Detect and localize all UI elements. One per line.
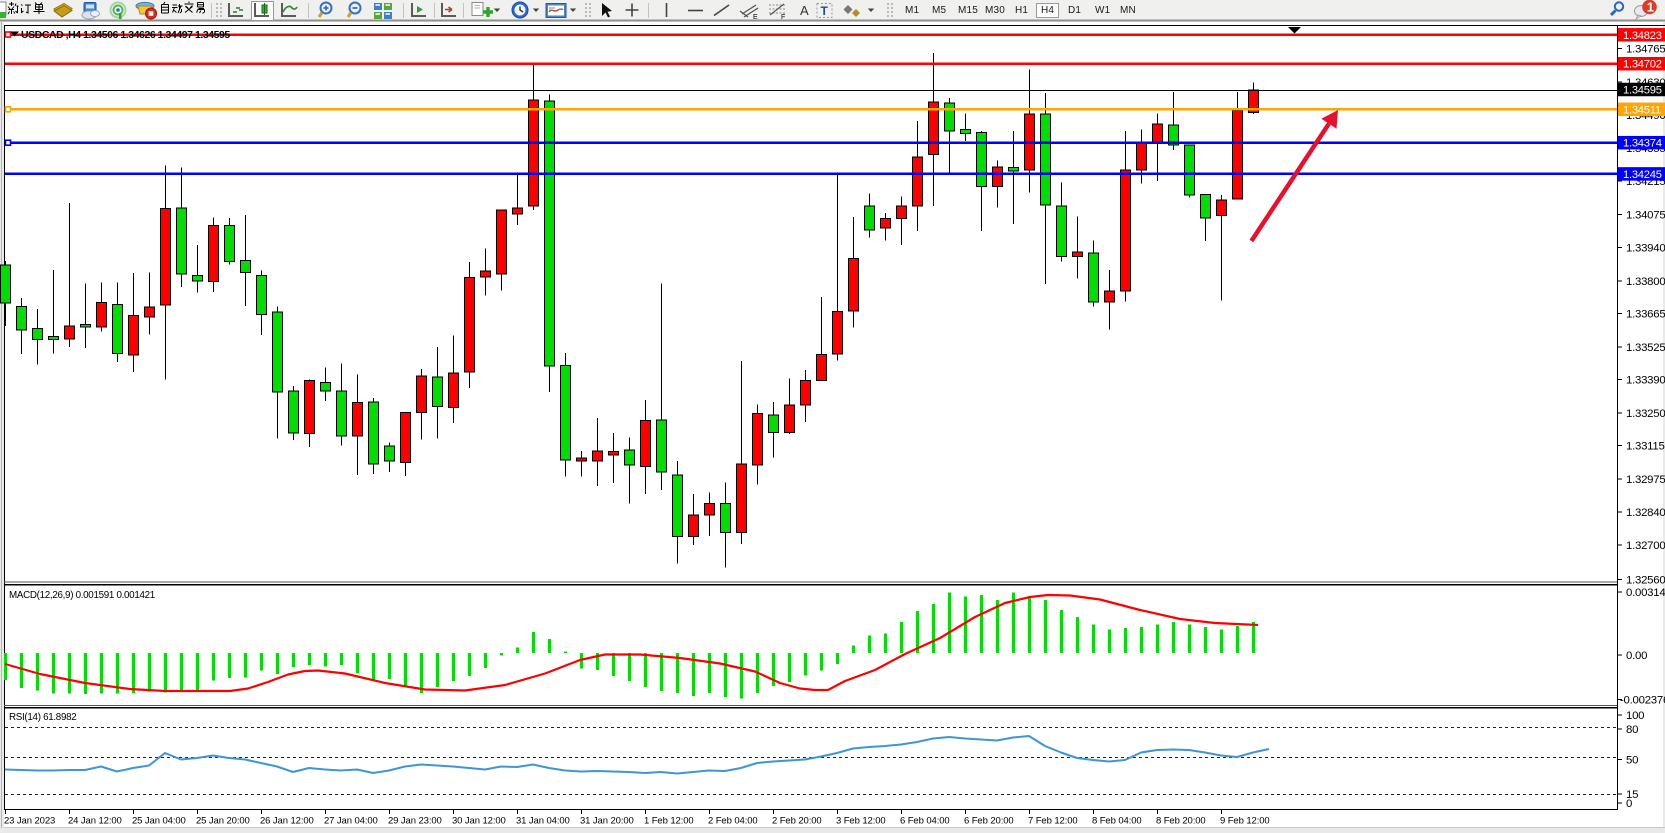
- svg-text:30 Jan 12:00: 30 Jan 12:00: [452, 816, 506, 827]
- svg-text:USDCAD ,H4 1.34506 1.34626 1.: USDCAD ,H4 1.34506 1.34626 1.34497 1.345…: [21, 29, 230, 41]
- svg-text:1.33250: 1.33250: [1626, 408, 1665, 420]
- svg-text:1.34765: 1.34765: [1626, 44, 1665, 56]
- svg-text:1.34823: 1.34823: [1623, 30, 1662, 42]
- svg-text:29 Jan 23:00: 29 Jan 23:00: [388, 816, 442, 827]
- svg-text:1.33115: 1.33115: [1626, 441, 1665, 453]
- svg-text:1.33665: 1.33665: [1626, 309, 1665, 321]
- svg-text:0: 0: [1626, 798, 1632, 810]
- svg-text:1.34245: 1.34245: [1623, 169, 1662, 181]
- svg-text:1.32975: 1.32975: [1626, 474, 1665, 486]
- svg-text:23 Jan 2023: 23 Jan 2023: [4, 816, 55, 827]
- svg-text:A: A: [800, 3, 809, 18]
- svg-text:2 Feb 20:00: 2 Feb 20:00: [772, 816, 822, 827]
- svg-text:25 Jan 20:00: 25 Jan 20:00: [196, 816, 250, 827]
- svg-text:-0.002376: -0.002376: [1620, 695, 1665, 707]
- svg-text:100: 100: [1626, 710, 1644, 722]
- svg-text:T: T: [821, 4, 829, 18]
- svg-text:1.34075: 1.34075: [1626, 210, 1665, 222]
- svg-text:7 Feb 12:00: 7 Feb 12:00: [1028, 816, 1078, 827]
- svg-text:1.33525: 1.33525: [1626, 342, 1665, 354]
- svg-text:8 Feb 04:00: 8 Feb 04:00: [1092, 816, 1142, 827]
- svg-text:F: F: [781, 14, 785, 21]
- svg-text:31 Jan 20:00: 31 Jan 20:00: [580, 816, 634, 827]
- svg-text:80: 80: [1626, 724, 1638, 736]
- svg-text:1.33940: 1.33940: [1626, 243, 1665, 255]
- svg-text:1: 1: [1647, 0, 1654, 15]
- svg-text:1.33800: 1.33800: [1626, 276, 1665, 288]
- svg-text:1.33390: 1.33390: [1626, 375, 1665, 387]
- svg-text:1.34595: 1.34595: [1623, 85, 1662, 97]
- svg-text:1.32840: 1.32840: [1626, 507, 1665, 519]
- svg-text:2 Feb 04:00: 2 Feb 04:00: [708, 816, 758, 827]
- svg-text:3 Feb 12:00: 3 Feb 12:00: [836, 816, 886, 827]
- svg-text:1 Feb 12:00: 1 Feb 12:00: [644, 816, 694, 827]
- svg-text:1.34511: 1.34511: [1623, 104, 1661, 116]
- svg-text:RSI(14) 61.8982: RSI(14) 61.8982: [9, 712, 76, 723]
- svg-text:1.34702: 1.34702: [1623, 59, 1662, 71]
- svg-text:6 Feb 04:00: 6 Feb 04:00: [900, 816, 950, 827]
- svg-text:27 Jan 04:00: 27 Jan 04:00: [324, 816, 378, 827]
- svg-text:9 Feb 12:00: 9 Feb 12:00: [1220, 816, 1270, 827]
- svg-text:6 Feb 20:00: 6 Feb 20:00: [964, 816, 1014, 827]
- svg-text:26 Jan 12:00: 26 Jan 12:00: [260, 816, 314, 827]
- svg-text:8 Feb 20:00: 8 Feb 20:00: [1156, 816, 1206, 827]
- svg-text:1.34374: 1.34374: [1623, 138, 1662, 150]
- svg-text:MACD(12,26,9) 0.001591 0.00142: MACD(12,26,9) 0.001591 0.001421: [9, 590, 155, 601]
- svg-text:0.00314: 0.00314: [1626, 587, 1665, 599]
- svg-text:1.32560: 1.32560: [1626, 575, 1665, 587]
- svg-text:15: 15: [1626, 789, 1638, 801]
- svg-text:1.32700: 1.32700: [1626, 540, 1665, 552]
- svg-text:E: E: [753, 14, 758, 21]
- svg-text:25 Jan 04:00: 25 Jan 04:00: [132, 816, 186, 827]
- svg-text:31 Jan 04:00: 31 Jan 04:00: [516, 816, 570, 827]
- svg-text:0.00: 0.00: [1626, 650, 1647, 662]
- svg-text:24 Jan 12:00: 24 Jan 12:00: [68, 816, 122, 827]
- svg-text:50: 50: [1626, 755, 1638, 767]
